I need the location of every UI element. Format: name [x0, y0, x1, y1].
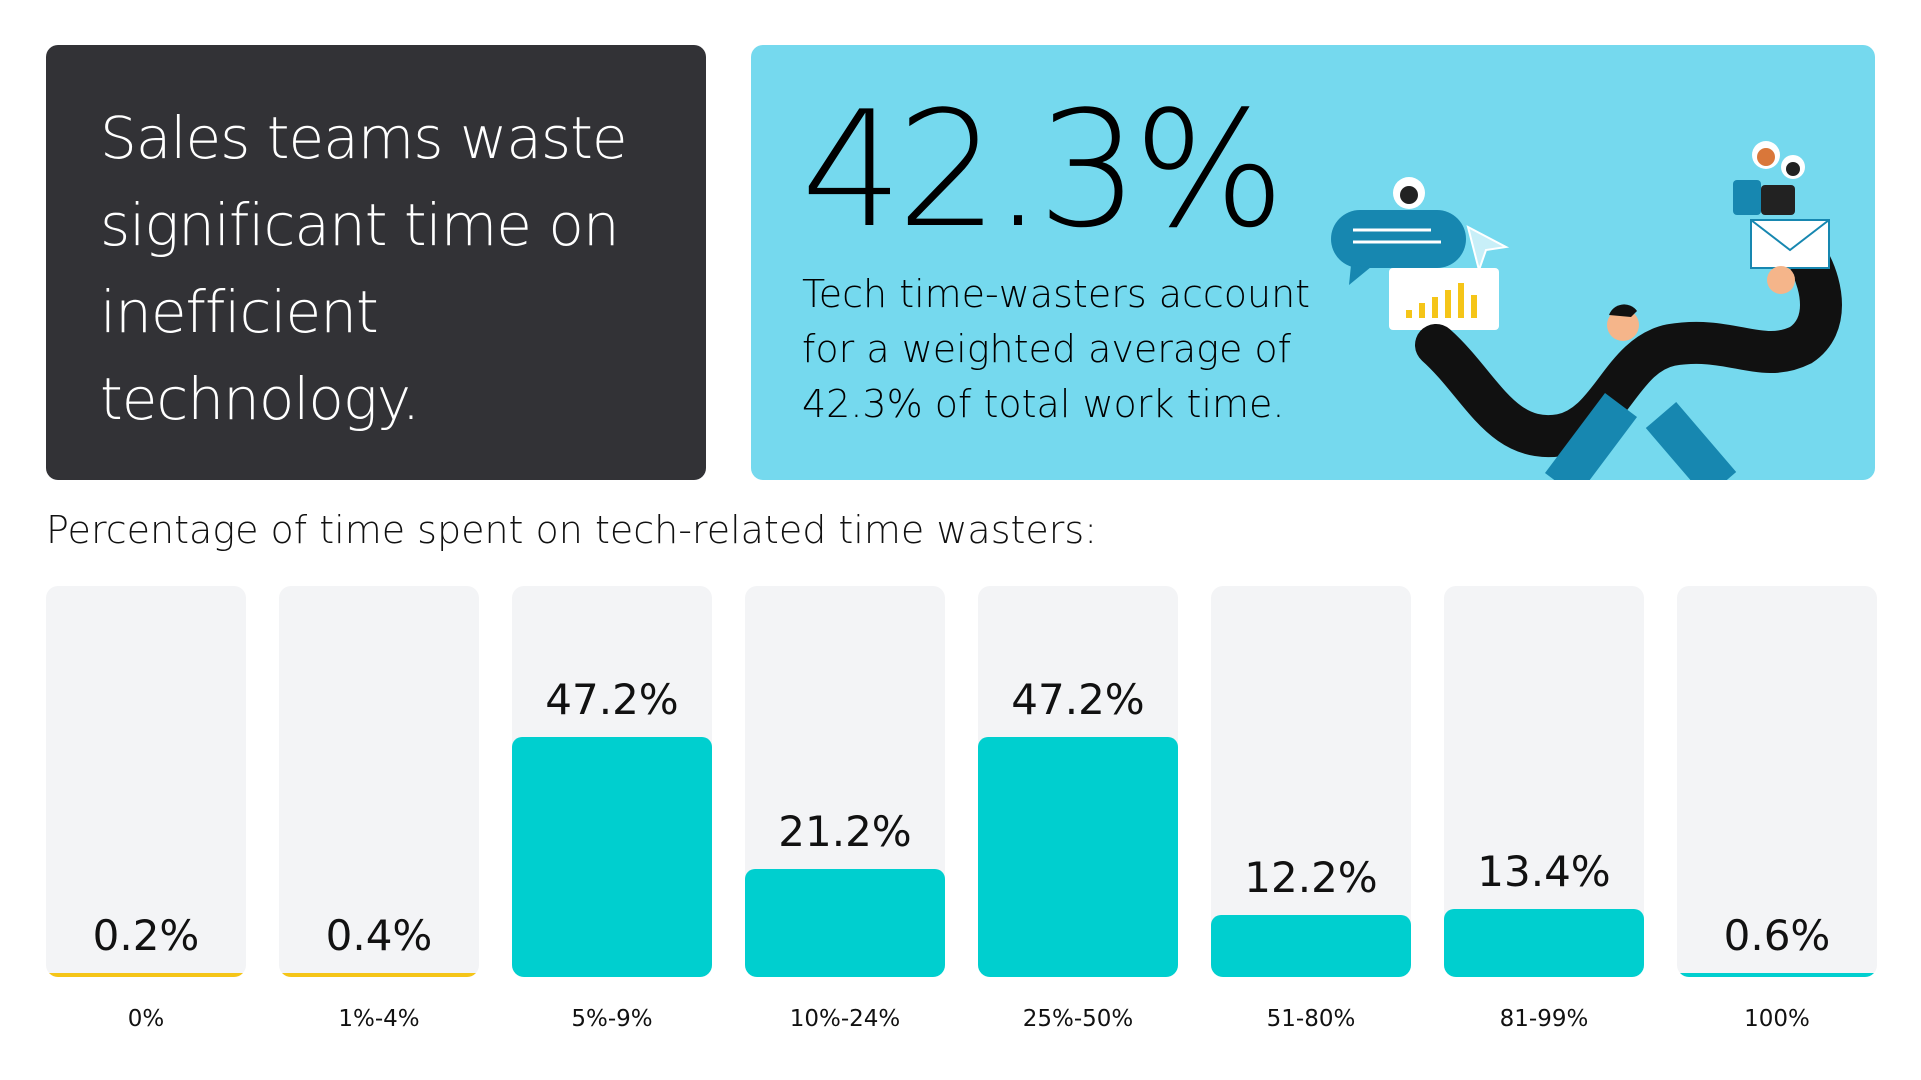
value-label: 0.4% [325, 911, 433, 960]
value-label: 47.2% [1011, 675, 1145, 724]
stat-value: 42.3% [801, 76, 1285, 263]
bar-track [512, 586, 712, 977]
bar-track [1444, 586, 1644, 977]
bar-track [1211, 586, 1411, 977]
bar [512, 737, 712, 977]
bar-track [46, 586, 246, 977]
stat-description: Tech time-wasters account for a weighted… [802, 272, 1311, 426]
value-label: 0.2% [92, 911, 200, 960]
headline-panel: Sales teams waste significant time on in… [46, 45, 706, 480]
bar [978, 737, 1178, 977]
x-tick-label: 5%-9% [571, 1006, 653, 1032]
x-tick-label: 1%-4% [338, 1006, 420, 1032]
stat-panel: 42.3% Tech time-wasters account for a we… [751, 45, 1875, 480]
bar [46, 973, 246, 977]
bar [1444, 908, 1644, 977]
chart-title: Percentage of time spent on tech-related… [46, 508, 1097, 552]
value-label: 13.4% [1477, 846, 1611, 896]
bar-track [978, 586, 1178, 977]
x-tick-label: 81-99% [1499, 1006, 1589, 1032]
bar [279, 973, 479, 977]
bar-track [745, 586, 945, 977]
bar [745, 869, 945, 977]
bar-track [279, 586, 479, 977]
value-label: 47.2% [545, 675, 679, 724]
value-label: 21.2% [778, 807, 912, 857]
x-tick-label: 51-80% [1266, 1006, 1356, 1032]
headline: Sales teams waste significant time on in… [100, 104, 628, 433]
bar [1211, 914, 1411, 977]
x-tick-label: 25%-50% [1022, 1006, 1134, 1032]
bar [1677, 973, 1877, 977]
x-tick-label: 10%-24% [789, 1006, 901, 1032]
x-tick-label: 100% [1744, 1006, 1810, 1032]
x-tick-label: 0% [127, 1006, 165, 1032]
bar-track [1677, 586, 1877, 977]
value-label: 0.6% [1723, 911, 1831, 960]
value-label: 12.2% [1244, 852, 1378, 902]
illustration [1331, 141, 1842, 480]
